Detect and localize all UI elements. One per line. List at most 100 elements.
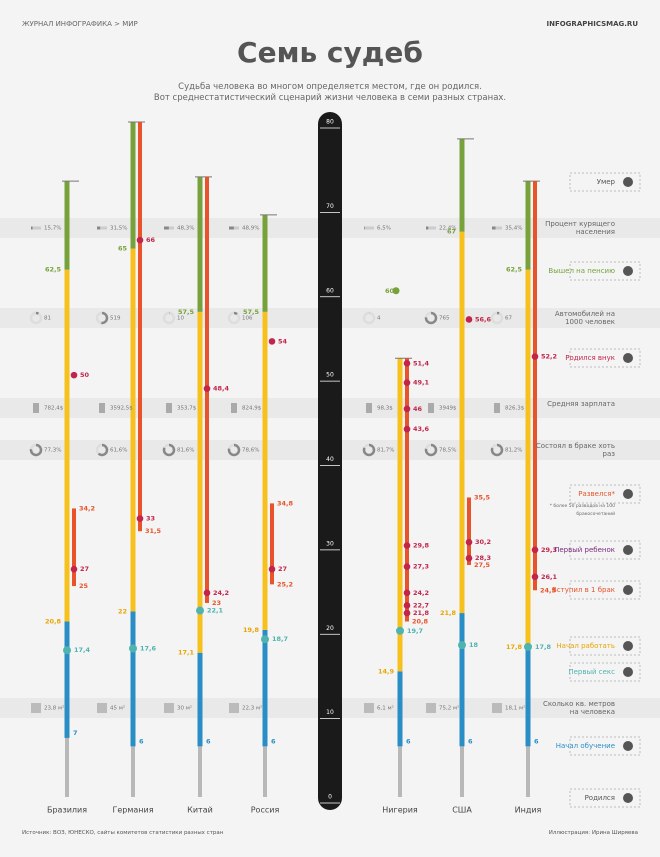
country-label: США: [452, 806, 472, 815]
child-dot: [465, 538, 473, 546]
grandchild-dot: [136, 236, 144, 244]
smoke-bar: [164, 226, 169, 230]
value-label: 24,2: [413, 589, 429, 597]
area-mark: [229, 703, 239, 713]
value-label: 67: [447, 228, 456, 236]
stat-value: 15,7%: [44, 226, 61, 232]
salary-mark: [166, 403, 172, 413]
work-bar: [130, 248, 136, 612]
stat-value: 18,1 м²: [505, 705, 525, 712]
first-sex-dot: [196, 606, 204, 615]
stat-value: 22,3 м²: [242, 705, 262, 712]
smoke-bg: [164, 226, 174, 230]
salary-mark: [33, 403, 39, 413]
smoke-bar: [97, 226, 101, 230]
stat-value: 6,5%: [377, 226, 391, 232]
cars-ring: [490, 311, 504, 325]
title: Семь судеб: [237, 36, 423, 69]
legend-icon: [623, 545, 633, 555]
work-bar: [525, 269, 531, 647]
value-label: 27,3: [413, 563, 429, 571]
area-mark: [364, 703, 374, 713]
y-tick-label: 0: [328, 794, 332, 801]
subtitle-line: Судьба человека во многом определяется м…: [178, 82, 482, 92]
stat-value: 77,3%: [44, 448, 61, 454]
stat-value: 48,9%: [242, 226, 259, 232]
legend-label: Начал обучение: [555, 742, 615, 750]
country-label: Бразилия: [47, 806, 87, 815]
study-bar: [197, 652, 203, 747]
y-tick-label: 60: [326, 287, 334, 294]
value-label: 27: [80, 565, 89, 573]
married-ring: [29, 443, 43, 457]
area-mark: [426, 703, 436, 713]
legend-label: Вступил в 1 брак: [551, 586, 615, 594]
legend-icon: [623, 793, 633, 803]
child-dot: [70, 565, 78, 573]
stat-value: 4: [377, 316, 381, 322]
site[interactable]: INFOGRAPHICSMAG.RU: [546, 20, 638, 28]
child-dot: [403, 602, 411, 609]
cars-ring: [227, 311, 241, 325]
breadcrumb[interactable]: ЖУРНАЛ ИНФОГРАФИКА > МИР: [22, 20, 138, 28]
child-dot: [203, 589, 211, 597]
legend-label: Вышел на пенсию: [548, 267, 615, 275]
childhood-bar: [460, 746, 464, 797]
stat-value: 6,1 м²: [377, 705, 394, 712]
first-sex-dot: [458, 641, 466, 650]
family-bar: [533, 181, 537, 591]
stat-label: Автомобилей на 1000 человек: [554, 310, 615, 326]
smoke-bg: [97, 226, 107, 230]
value-label: 23: [212, 599, 221, 607]
family-bar: [405, 358, 409, 622]
value-label: 56,6: [475, 315, 492, 323]
y-tick-label: 50: [326, 372, 334, 379]
stat-value: 67: [505, 316, 512, 322]
value-label: 14,9: [378, 667, 395, 675]
family-bar: [467, 497, 471, 565]
value-label: 19,8: [243, 626, 260, 634]
stat-value: 353,7$: [177, 406, 197, 412]
smoke-bg: [31, 226, 41, 230]
value-label: 19,7: [407, 627, 423, 635]
y-tick-label: 80: [326, 119, 334, 126]
value-label: 60: [385, 287, 395, 295]
grandchild-dot: [531, 353, 539, 360]
value-label: 57,5: [243, 308, 260, 316]
smoke-bg: [426, 226, 436, 230]
legend-icon: [623, 667, 633, 677]
stat-value: 75,2 м²: [439, 705, 459, 712]
stat-value: 22,4%: [439, 226, 456, 232]
smoke-bar: [229, 226, 234, 230]
value-label: 24,5: [540, 586, 557, 594]
value-label: 29,8: [413, 542, 430, 550]
work-bar: [262, 311, 268, 630]
y-tick-label: 30: [326, 540, 334, 547]
value-label: 17,1: [178, 649, 195, 657]
stat-label: Состоял в браке хоть раз: [535, 442, 615, 458]
value-label: 30,2: [475, 538, 491, 546]
value-label: 6: [206, 737, 211, 745]
stat-value: 10: [177, 316, 184, 322]
pension-bar: [262, 214, 268, 312]
country-label: Россия: [251, 806, 280, 815]
salary-mark: [494, 403, 500, 413]
stat-value: 106: [242, 316, 253, 322]
value-label: 34,2: [79, 504, 95, 512]
stat-value: 81,7%: [377, 448, 394, 454]
value-label: 6: [271, 737, 276, 745]
smoke-bar: [426, 226, 429, 230]
legend-icon: [623, 741, 633, 751]
stat-value: 23,8 м²: [44, 705, 64, 712]
grandchild-dot: [403, 405, 411, 413]
subtitle-line: Вот среднестатистический сценарий жизни …: [153, 93, 507, 103]
value-label: 31,5: [145, 527, 162, 535]
first-sex-dot: [261, 635, 269, 644]
value-label: 21,8: [440, 609, 457, 617]
child-dot: [268, 565, 276, 573]
smoke-bg: [492, 226, 502, 230]
value-label: 22,7: [413, 601, 429, 609]
grandchild-dot: [403, 360, 411, 367]
source: Источник: ВОЗ, ЮНЕСКО, сайты комитетов с…: [22, 830, 224, 836]
legend-icon: [623, 177, 633, 187]
